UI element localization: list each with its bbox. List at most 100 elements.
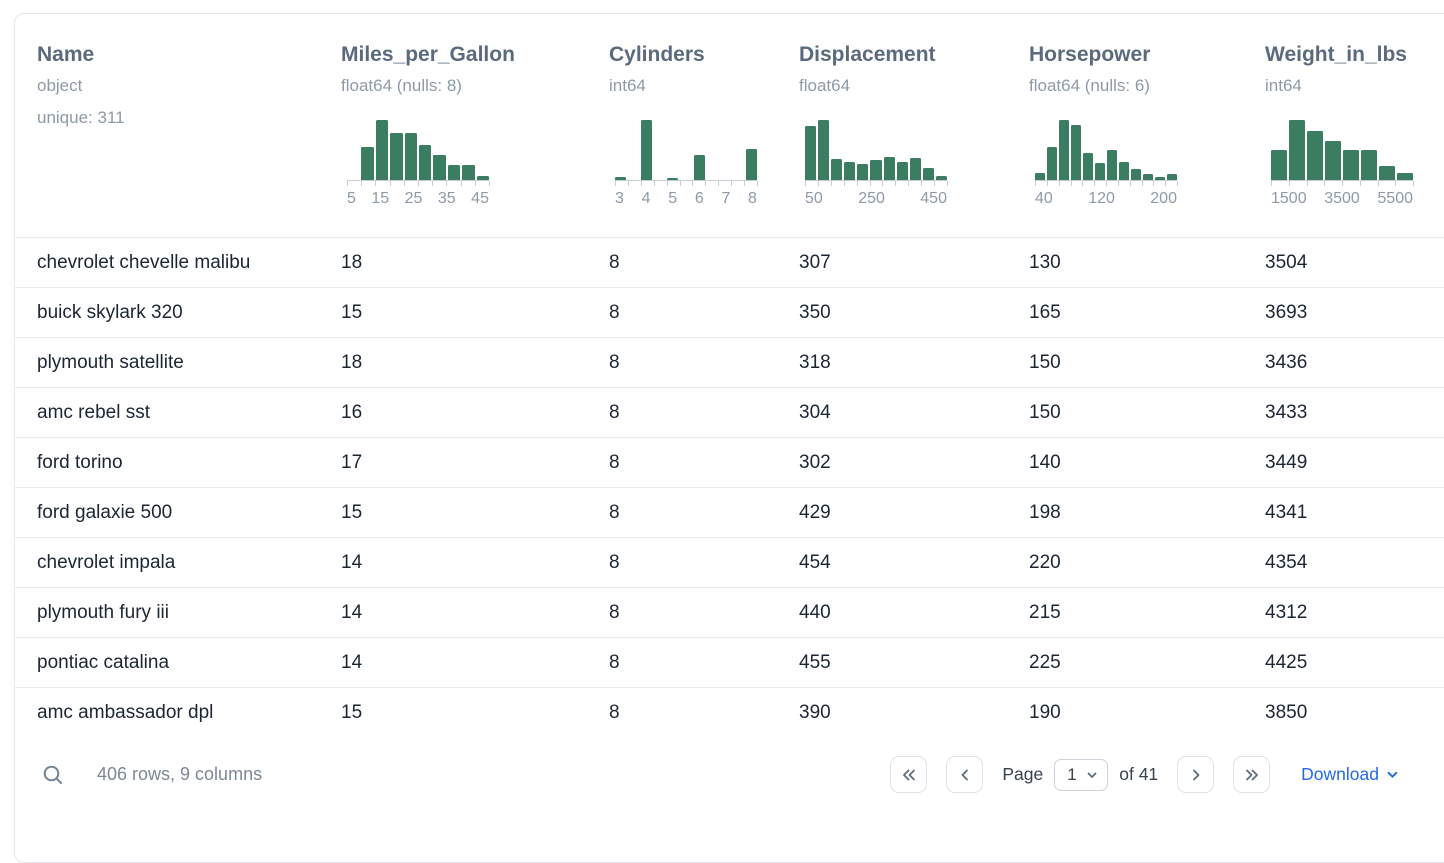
table-row: amc ambassador dpl 15 8 390 190 3850 (15, 687, 1444, 737)
histogram-bar (805, 126, 817, 180)
column-type: float64 (nulls: 6) (1029, 76, 1150, 95)
table-cell: 14 (319, 637, 587, 688)
histogram-bar (433, 155, 446, 180)
histogram-axis (1271, 180, 1414, 186)
table-cell: 4425 (1243, 637, 1444, 688)
histogram-bar (1167, 174, 1177, 180)
next-page-button[interactable] (1177, 756, 1215, 793)
table-cell: 454 (777, 537, 1007, 588)
table-cell: 455 (777, 637, 1007, 688)
histogram-bar (419, 145, 432, 180)
histogram-bar (1071, 125, 1081, 180)
table-cell: 16 (319, 387, 587, 438)
table-cell: 3436 (1243, 337, 1444, 388)
histogram-bar (447, 165, 461, 180)
column-histogram: 1500 3500 5500 (1271, 120, 1414, 209)
table-cell: 15 (319, 687, 587, 737)
chevron-right-icon (1188, 767, 1204, 783)
table-cell: 8 (587, 587, 777, 638)
histogram-tick-labels: 40 120 200 (1035, 190, 1177, 207)
table-cell: 307 (777, 237, 1007, 288)
table-cell: 3850 (1243, 687, 1444, 737)
header-row: Name object unique: 311 Miles_per_Gallon flo… (15, 14, 1444, 238)
page-count-label: of 41 (1119, 764, 1159, 784)
histogram-bar (1271, 150, 1287, 180)
table-row: plymouth fury iii 14 8 440 215 4312 (15, 587, 1444, 638)
table-cell: chevrolet chevelle malibu (15, 237, 319, 288)
data-preview-card: Name object unique: 311 Miles_per_Gallon flo… (14, 13, 1444, 863)
column-type: int64 (1265, 76, 1302, 95)
histogram-bar (390, 133, 403, 180)
table-cell: 130 (1007, 237, 1243, 288)
table-row: chevrolet chevelle malibu 18 8 307 130 3504 (15, 237, 1444, 288)
table-cell: 8 (587, 637, 777, 688)
table-row: chevrolet impala 14 8 454 220 4354 (15, 537, 1444, 588)
table-cell: 220 (1007, 537, 1243, 588)
last-page-button[interactable] (1233, 756, 1271, 793)
column-type: float64 (799, 76, 851, 95)
row-count-summary: 406 rows, 9 columns (97, 764, 263, 784)
table-cell: chevrolet impala (15, 537, 319, 588)
histogram-bar (1155, 177, 1165, 180)
page-number-select[interactable]: 1 (1054, 758, 1109, 791)
histogram-bar (745, 149, 758, 180)
table-cell: 3693 (1243, 287, 1444, 338)
histogram-bar (1307, 131, 1323, 180)
table-row: plymouth satellite 18 8 318 150 3436 (15, 337, 1444, 388)
histogram-bar (922, 168, 934, 180)
column-unique-count: unique: 311 (37, 108, 125, 127)
download-button[interactable]: Download (1301, 764, 1399, 785)
pagination: Page 1 of 41 (890, 756, 1421, 793)
page-number-value: 1 (1067, 764, 1077, 784)
prev-page-button[interactable] (946, 756, 984, 793)
search-icon[interactable] (41, 763, 65, 787)
table-footer: 406 rows, 9 columns Page (15, 756, 1421, 793)
histogram-bar (1047, 147, 1057, 180)
table-cell: 14 (319, 537, 587, 588)
chevron-down-icon (1086, 769, 1098, 781)
table-cell: 8 (587, 687, 777, 737)
table-cell: 15 (319, 487, 587, 538)
histogram-bar (1131, 169, 1141, 180)
histogram-bar (404, 133, 418, 180)
histogram-bar (1059, 120, 1069, 180)
histogram-bar (883, 157, 895, 180)
column-histogram: 5 15 25 35 45 (347, 120, 490, 209)
histogram-bar (1379, 166, 1395, 180)
table-cell: ford torino (15, 437, 319, 488)
table-cell: ford galaxie 500 (15, 487, 319, 538)
histogram-axis (805, 180, 948, 186)
column-header-weight_in_lbs: Weight_in_lbs int64 1500 3500 5500 (1243, 14, 1444, 238)
column-histogram: 40 120 200 (1035, 120, 1178, 209)
table-cell: 4341 (1243, 487, 1444, 538)
first-page-button[interactable] (890, 756, 928, 793)
table-cell: 15 (319, 287, 587, 338)
table-cell: buick skylark 320 (15, 287, 319, 338)
histogram-bar (1107, 150, 1117, 180)
histogram-bar (1397, 173, 1413, 180)
table-cell: 390 (777, 687, 1007, 737)
histogram-bar (857, 164, 869, 180)
table-row: ford galaxie 500 15 8 429 198 4341 (15, 487, 1444, 538)
column-header-miles_per_gallon: Miles_per_Gallon float64 (nulls: 8) 5 15 25 3… (319, 14, 587, 238)
histogram-bar (361, 147, 374, 180)
table-cell: 215 (1007, 587, 1243, 638)
histogram-bar (1289, 120, 1305, 180)
table-cell: 8 (587, 437, 777, 488)
table-cell: 198 (1007, 487, 1243, 538)
histogram-bar (935, 176, 948, 180)
histogram-bar (1325, 141, 1341, 180)
table-cell: 165 (1007, 287, 1243, 338)
table-cell: 8 (587, 537, 777, 588)
table-cell: 150 (1007, 337, 1243, 388)
table-cell: 14 (319, 587, 587, 638)
histogram-bar (844, 162, 856, 180)
histogram-bar (1095, 163, 1105, 180)
histogram-bar (641, 120, 653, 180)
column-title: Horsepower (1029, 43, 1151, 66)
table-cell: 318 (777, 337, 1007, 388)
column-type: int64 (609, 76, 646, 95)
histogram-bar (909, 158, 921, 180)
histogram-bar (818, 120, 830, 180)
